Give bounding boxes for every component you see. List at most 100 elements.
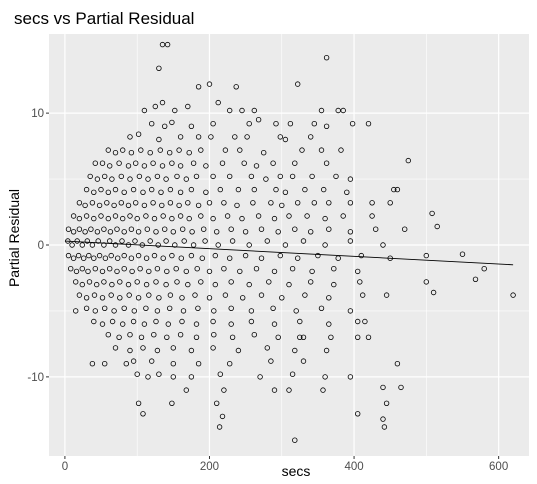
data-point xyxy=(289,173,296,180)
data-point xyxy=(143,281,150,288)
data-point xyxy=(180,308,187,314)
data-point xyxy=(119,215,126,222)
data-point xyxy=(178,255,184,261)
data-point xyxy=(185,281,191,288)
data-point xyxy=(277,173,283,180)
data-point xyxy=(173,266,179,272)
data-point xyxy=(79,281,85,288)
data-point xyxy=(279,202,285,209)
data-point xyxy=(106,266,113,272)
data-point xyxy=(328,334,334,340)
data-point xyxy=(268,200,274,206)
data-point xyxy=(70,229,77,235)
data-point xyxy=(355,318,361,325)
data-point xyxy=(76,200,83,206)
data-point xyxy=(88,226,94,232)
data-point xyxy=(213,400,220,406)
data-point xyxy=(289,371,296,377)
data-point xyxy=(217,371,223,377)
data-point xyxy=(295,255,301,261)
data-point xyxy=(198,147,204,153)
data-point xyxy=(169,119,175,126)
data-point xyxy=(300,358,307,364)
data-point xyxy=(121,229,127,235)
data-point xyxy=(156,371,162,377)
data-point xyxy=(369,213,375,219)
data-point xyxy=(304,213,310,219)
data-point xyxy=(251,186,257,193)
data-point xyxy=(161,226,168,232)
data-point xyxy=(344,189,350,195)
data-point xyxy=(311,200,317,206)
data-point xyxy=(210,215,216,222)
data-point xyxy=(380,242,386,248)
fit-line xyxy=(64,240,514,266)
data-point xyxy=(237,268,243,275)
data-point xyxy=(315,252,321,259)
data-point xyxy=(154,308,161,314)
data-point xyxy=(105,147,111,153)
data-point xyxy=(76,226,83,232)
data-point xyxy=(141,321,148,327)
data-point xyxy=(242,229,249,235)
data-point xyxy=(135,400,142,406)
data-point xyxy=(311,120,317,127)
data-point xyxy=(154,173,161,180)
data-point xyxy=(318,147,325,153)
x-tick-label: 0 xyxy=(62,461,68,473)
data-point xyxy=(125,202,132,209)
data-point xyxy=(112,345,119,351)
data-point xyxy=(167,200,174,206)
data-point xyxy=(295,200,301,206)
data-point xyxy=(101,173,108,180)
data-point xyxy=(107,229,114,235)
data-point xyxy=(387,200,393,206)
data-point xyxy=(235,347,242,354)
data-point xyxy=(398,384,404,391)
data-point xyxy=(271,215,278,222)
data-point xyxy=(148,358,155,364)
data-point xyxy=(95,238,101,244)
data-point xyxy=(241,160,247,166)
x-tick-label: 200 xyxy=(200,461,219,473)
data-point xyxy=(188,186,195,193)
data-point xyxy=(215,242,221,248)
data-point xyxy=(275,334,281,340)
data-point xyxy=(144,226,150,232)
data-point xyxy=(292,160,298,166)
data-point xyxy=(150,200,156,206)
data-point xyxy=(154,347,161,354)
data-point xyxy=(159,41,166,48)
x-axis-label: secs xyxy=(282,463,311,479)
data-point xyxy=(153,279,159,285)
y-tick-label: -10 xyxy=(27,372,44,384)
data-point xyxy=(347,374,354,380)
data-point xyxy=(219,413,226,420)
data-point xyxy=(140,189,146,195)
data-point xyxy=(297,318,303,325)
data-point xyxy=(292,437,298,443)
data-point xyxy=(244,134,250,140)
data-point xyxy=(111,202,117,209)
data-point xyxy=(130,318,137,325)
data-point xyxy=(308,134,314,140)
data-point xyxy=(92,308,98,314)
data-point xyxy=(99,321,106,327)
data-point xyxy=(151,215,158,222)
data-point xyxy=(203,163,209,169)
data-point xyxy=(183,268,189,275)
data-point xyxy=(135,295,142,301)
data-point xyxy=(365,120,372,127)
data-point xyxy=(96,202,103,209)
data-point xyxy=(221,387,227,393)
data-point xyxy=(132,238,138,244)
data-point xyxy=(302,186,308,193)
data-point xyxy=(373,226,379,232)
data-point xyxy=(109,176,115,182)
data-point xyxy=(383,400,390,406)
data-point xyxy=(261,149,267,156)
chart-title: secs vs Partial Residual xyxy=(14,9,194,28)
data-point xyxy=(91,318,97,325)
data-point xyxy=(394,186,401,193)
data-point xyxy=(242,252,249,259)
